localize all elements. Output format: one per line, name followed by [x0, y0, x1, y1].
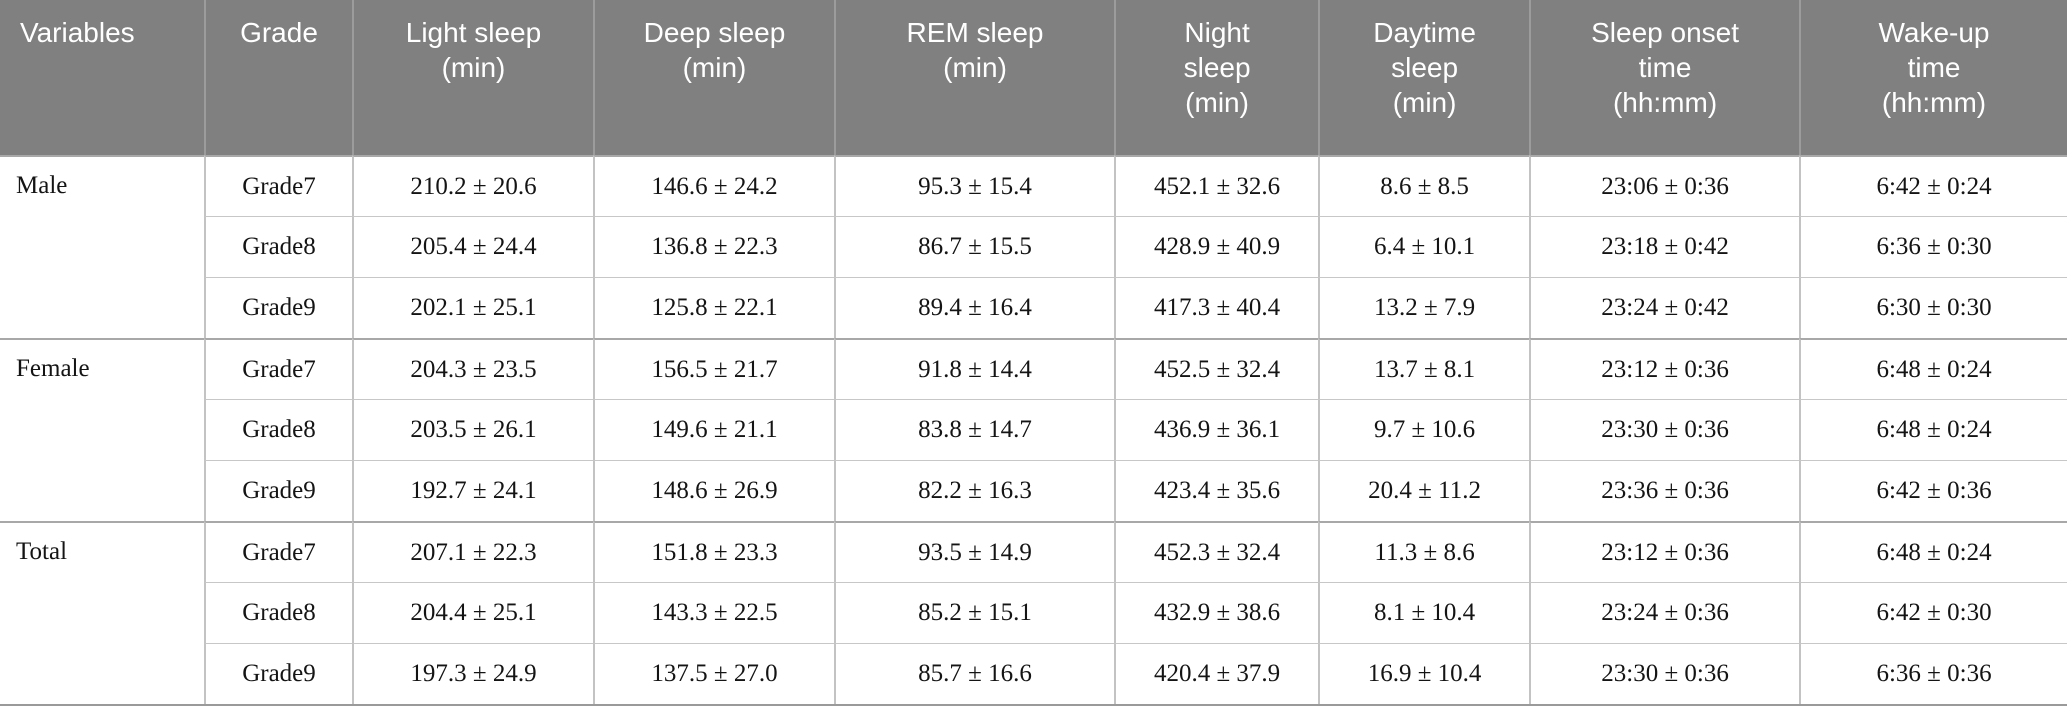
value-cell: 417.3 ± 40.4 — [1114, 277, 1319, 338]
value-cell: 23:18 ± 0:42 — [1529, 216, 1800, 277]
column-header-rem-sleep: REM sleep (min) — [833, 0, 1115, 155]
value-cell: 125.8 ± 22.1 — [592, 277, 834, 338]
value-cell: 210.2 ± 20.6 — [351, 155, 593, 216]
sleep-statistics-table: Variables Grade Light sleep (min) Deep s… — [0, 0, 2067, 706]
value-cell: 11.3 ± 8.6 — [1318, 521, 1530, 582]
value-cell: 149.6 ± 21.1 — [592, 399, 834, 460]
column-header-grade: Grade — [204, 0, 352, 155]
variable-group-label: Female — [0, 338, 204, 521]
value-cell: 23:12 ± 0:36 — [1529, 521, 1800, 582]
value-cell: 207.1 ± 22.3 — [351, 521, 593, 582]
value-cell: 146.6 ± 24.2 — [592, 155, 834, 216]
table-header: Variables Grade Light sleep (min) Deep s… — [0, 0, 2067, 155]
value-cell: 83.8 ± 14.7 — [833, 399, 1115, 460]
grade-cell: Grade9 — [204, 277, 352, 338]
table-row: Total Grade7 207.1 ± 22.3 151.8 ± 23.3 93.5 … — [0, 521, 2067, 582]
value-cell: 423.4 ± 35.6 — [1114, 460, 1319, 521]
column-header-deep-sleep: Deep sleep (min) — [592, 0, 834, 155]
grade-cell: Grade9 — [204, 460, 352, 521]
value-cell: 6:48 ± 0:24 — [1799, 521, 2067, 582]
table-row: Grade8 204.4 ± 25.1 143.3 ± 22.5 85.2 ± 15.… — [0, 582, 2067, 643]
value-cell: 23:30 ± 0:36 — [1529, 643, 1800, 704]
value-cell: 85.2 ± 15.1 — [833, 582, 1115, 643]
column-header-wake-up-time: Wake-up time (hh:mm) — [1799, 0, 2067, 155]
value-cell: 13.2 ± 7.9 — [1318, 277, 1530, 338]
value-cell: 82.2 ± 16.3 — [833, 460, 1115, 521]
value-cell: 6:42 ± 0:24 — [1799, 155, 2067, 216]
value-cell: 95.3 ± 15.4 — [833, 155, 1115, 216]
value-cell: 156.5 ± 21.7 — [592, 338, 834, 399]
value-cell: 6.4 ± 10.1 — [1318, 216, 1530, 277]
value-cell: 205.4 ± 24.4 — [351, 216, 593, 277]
value-cell: 202.1 ± 25.1 — [351, 277, 593, 338]
value-cell: 143.3 ± 22.5 — [592, 582, 834, 643]
value-cell: 204.3 ± 23.5 — [351, 338, 593, 399]
value-cell: 8.6 ± 8.5 — [1318, 155, 1530, 216]
value-cell: 151.8 ± 23.3 — [592, 521, 834, 582]
value-cell: 436.9 ± 36.1 — [1114, 399, 1319, 460]
value-cell: 16.9 ± 10.4 — [1318, 643, 1530, 704]
value-cell: 452.3 ± 32.4 — [1114, 521, 1319, 582]
variable-group-label: Total — [0, 521, 204, 704]
value-cell: 197.3 ± 24.9 — [351, 643, 593, 704]
value-cell: 9.7 ± 10.6 — [1318, 399, 1530, 460]
variable-group-label: Male — [0, 155, 204, 338]
value-cell: 6:42 ± 0:30 — [1799, 582, 2067, 643]
table-row: Grade8 205.4 ± 24.4 136.8 ± 22.3 86.7 ± 15.… — [0, 216, 2067, 277]
value-cell: 86.7 ± 15.5 — [833, 216, 1115, 277]
value-cell: 23:36 ± 0:36 — [1529, 460, 1800, 521]
value-cell: 204.4 ± 25.1 — [351, 582, 593, 643]
grade-cell: Grade8 — [204, 582, 352, 643]
table-row: Grade9 192.7 ± 24.1 148.6 ± 26.9 82.2 ± 16.… — [0, 460, 2067, 521]
value-cell: 136.8 ± 22.3 — [592, 216, 834, 277]
value-cell: 203.5 ± 26.1 — [351, 399, 593, 460]
value-cell: 89.4 ± 16.4 — [833, 277, 1115, 338]
value-cell: 452.5 ± 32.4 — [1114, 338, 1319, 399]
table-row: Male Grade7 210.2 ± 20.6 146.6 ± 24.2 95.3 ±… — [0, 155, 2067, 216]
value-cell: 6:48 ± 0:24 — [1799, 338, 2067, 399]
value-cell: 85.7 ± 16.6 — [833, 643, 1115, 704]
grade-cell: Grade7 — [204, 155, 352, 216]
value-cell: 428.9 ± 40.9 — [1114, 216, 1319, 277]
value-cell: 23:06 ± 0:36 — [1529, 155, 1800, 216]
table-row: Grade9 197.3 ± 24.9 137.5 ± 27.0 85.7 ± 16.… — [0, 643, 2067, 704]
value-cell: 13.7 ± 8.1 — [1318, 338, 1530, 399]
value-cell: 6:36 ± 0:36 — [1799, 643, 2067, 704]
value-cell: 23:24 ± 0:42 — [1529, 277, 1800, 338]
value-cell: 148.6 ± 26.9 — [592, 460, 834, 521]
column-header-light-sleep: Light sleep (min) — [351, 0, 593, 155]
value-cell: 137.5 ± 27.0 — [592, 643, 834, 704]
value-cell: 192.7 ± 24.1 — [351, 460, 593, 521]
grade-cell: Grade7 — [204, 338, 352, 399]
value-cell: 452.1 ± 32.6 — [1114, 155, 1319, 216]
value-cell: 6:48 ± 0:24 — [1799, 399, 2067, 460]
grade-cell: Grade9 — [204, 643, 352, 704]
value-cell: 6:42 ± 0:36 — [1799, 460, 2067, 521]
table-row: Female Grade7 204.3 ± 23.5 156.5 ± 21.7 91.8… — [0, 338, 2067, 399]
table-row: Grade8 203.5 ± 26.1 149.6 ± 21.1 83.8 ± 14.… — [0, 399, 2067, 460]
column-header-sleep-onset-time: Sleep onset time (hh:mm) — [1529, 0, 1800, 155]
grade-cell: Grade8 — [204, 399, 352, 460]
header-row: Variables Grade Light sleep (min) Deep s… — [0, 0, 2067, 155]
value-cell: 6:36 ± 0:30 — [1799, 216, 2067, 277]
value-cell: 23:24 ± 0:36 — [1529, 582, 1800, 643]
value-cell: 23:12 ± 0:36 — [1529, 338, 1800, 399]
grade-cell: Grade8 — [204, 216, 352, 277]
grade-cell: Grade7 — [204, 521, 352, 582]
table-body: Male Grade7 210.2 ± 20.6 146.6 ± 24.2 95.3 ±… — [0, 155, 2067, 704]
value-cell: 91.8 ± 14.4 — [833, 338, 1115, 399]
column-header-night-sleep: Night sleep (min) — [1114, 0, 1319, 155]
value-cell: 6:30 ± 0:30 — [1799, 277, 2067, 338]
value-cell: 432.9 ± 38.6 — [1114, 582, 1319, 643]
value-cell: 23:30 ± 0:36 — [1529, 399, 1800, 460]
value-cell: 420.4 ± 37.9 — [1114, 643, 1319, 704]
value-cell: 8.1 ± 10.4 — [1318, 582, 1530, 643]
column-header-variables: Variables — [0, 0, 204, 155]
table-row: Grade9 202.1 ± 25.1 125.8 ± 22.1 89.4 ± 16.… — [0, 277, 2067, 338]
value-cell: 93.5 ± 14.9 — [833, 521, 1115, 582]
column-header-daytime-sleep: Daytime sleep (min) — [1318, 0, 1530, 155]
value-cell: 20.4 ± 11.2 — [1318, 460, 1530, 521]
